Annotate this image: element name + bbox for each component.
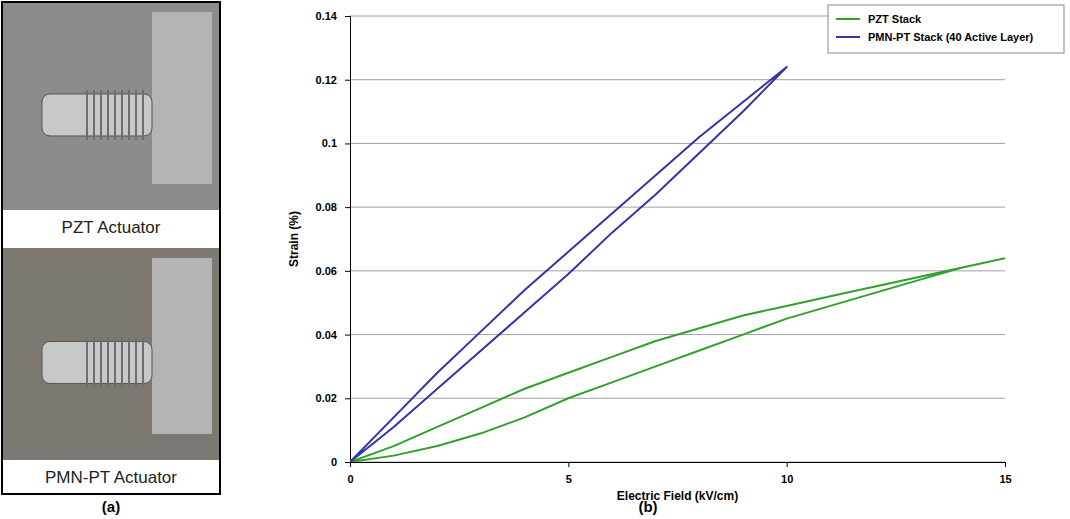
tick-label: 0.06 [316, 265, 337, 277]
photo-ring [135, 337, 137, 387]
photo-ring [114, 90, 116, 140]
tick: 5 [566, 462, 572, 485]
panel-label: (a) [102, 498, 120, 515]
photo-ring [121, 90, 123, 140]
photo-fixture [152, 258, 212, 434]
photo: PMN-PT Actuator [2, 248, 220, 494]
photo-caption: PMN-PT Actuator [45, 468, 177, 487]
grid-line [350, 79, 1005, 80]
tick-label: 0.12 [316, 74, 337, 86]
tick: 0.06 [316, 265, 350, 277]
tick-mark [345, 462, 350, 463]
series-line [350, 258, 1005, 462]
series-line [350, 67, 787, 462]
y-axis-title: Strain (%) [287, 211, 301, 267]
tick-mark [345, 335, 350, 336]
legend: PZT Stack PMN-PT Stack (40 Active Layer) [828, 5, 1064, 53]
photo-ring [107, 337, 109, 387]
photo-ring [135, 90, 137, 140]
photo-ring [114, 337, 116, 387]
photo-ring [100, 90, 102, 140]
figure: PZT Actuator PMN-PT Actuator (a) 0 5 10 15 0 0.0… [0, 0, 1070, 519]
tick-label: 0 [347, 473, 353, 485]
photo-panel: PZT Actuator PMN-PT Actuator [2, 2, 220, 494]
tick-label: 0.14 [316, 10, 338, 22]
axis-line [345, 17, 351, 463]
legend-box [828, 5, 1064, 53]
tick-mark [345, 271, 350, 272]
tick: 0.08 [316, 201, 350, 213]
tick-label: 0 [331, 456, 337, 468]
tick-label: 0.08 [316, 201, 337, 213]
photo-caption: PZT Actuator [62, 218, 161, 237]
photo-background [2, 248, 220, 494]
photo-border [2, 2, 220, 494]
tick-label: 10 [781, 473, 793, 485]
photo-ring [100, 337, 102, 387]
tick: 0 [347, 462, 353, 485]
x-axis: 0 5 10 15 [347, 462, 1011, 485]
legend-swatch [836, 18, 860, 20]
tick-mark [345, 16, 350, 17]
tick-mark [345, 80, 350, 81]
tick-mark [568, 462, 569, 467]
tick-mark [345, 398, 350, 399]
legend-label: PZT Stack [868, 13, 922, 25]
photo-ring [86, 337, 88, 387]
tick-mark [345, 143, 350, 144]
tick-label: 0.04 [316, 329, 338, 341]
legend-swatch [836, 36, 860, 38]
tick: 0.12 [316, 74, 350, 86]
tick: 15 [999, 462, 1011, 485]
grid [350, 16, 1005, 462]
photo-ring [128, 90, 130, 140]
tick-mark [787, 462, 788, 467]
legend-label: PMN-PT Stack (40 Active Layer) [868, 31, 1034, 43]
tick: 0.1 [322, 137, 350, 149]
tick-mark [345, 207, 350, 208]
photo-background [2, 2, 220, 244]
photo-caption-band [2, 460, 220, 494]
x-axis-title: Electric Field (kV/cm) [617, 489, 738, 503]
photo-ring [86, 90, 88, 140]
grid-line [350, 270, 1005, 271]
photo-caption-band [2, 210, 220, 244]
series-group [350, 67, 1005, 462]
tick-label: 15 [999, 473, 1011, 485]
tick: 10 [781, 462, 793, 485]
photo-ring [142, 90, 144, 140]
photo-fixture [152, 12, 212, 184]
grid-line [350, 207, 1005, 208]
grid-line [350, 398, 1005, 399]
panel-label: (b) [638, 498, 657, 515]
tick: 0.04 [316, 329, 350, 341]
photo-ring [142, 337, 144, 387]
chart: 0 5 10 15 0 0.02 0.04 0.06 0.08 0.1 0.12 0.14 Electr… [287, 5, 1064, 503]
photo-ring [128, 337, 130, 387]
tick-label: 5 [566, 473, 572, 485]
photo: PZT Actuator [2, 2, 220, 244]
tick-label: 0.02 [316, 392, 337, 404]
tick: 0.02 [316, 392, 350, 404]
y-axis: 0 0.02 0.04 0.06 0.08 0.1 0.12 0.14 [316, 10, 351, 468]
tick-label: 0.1 [322, 137, 337, 149]
tick-mark [1005, 462, 1006, 467]
tick: 0 [331, 456, 350, 468]
photo-ring [93, 90, 95, 140]
photo-ring [121, 337, 123, 387]
axis-line [351, 463, 1006, 468]
grid-line [350, 143, 1005, 144]
tick: 0.14 [316, 10, 350, 22]
photo-ring [107, 90, 109, 140]
photo-ring [93, 337, 95, 387]
